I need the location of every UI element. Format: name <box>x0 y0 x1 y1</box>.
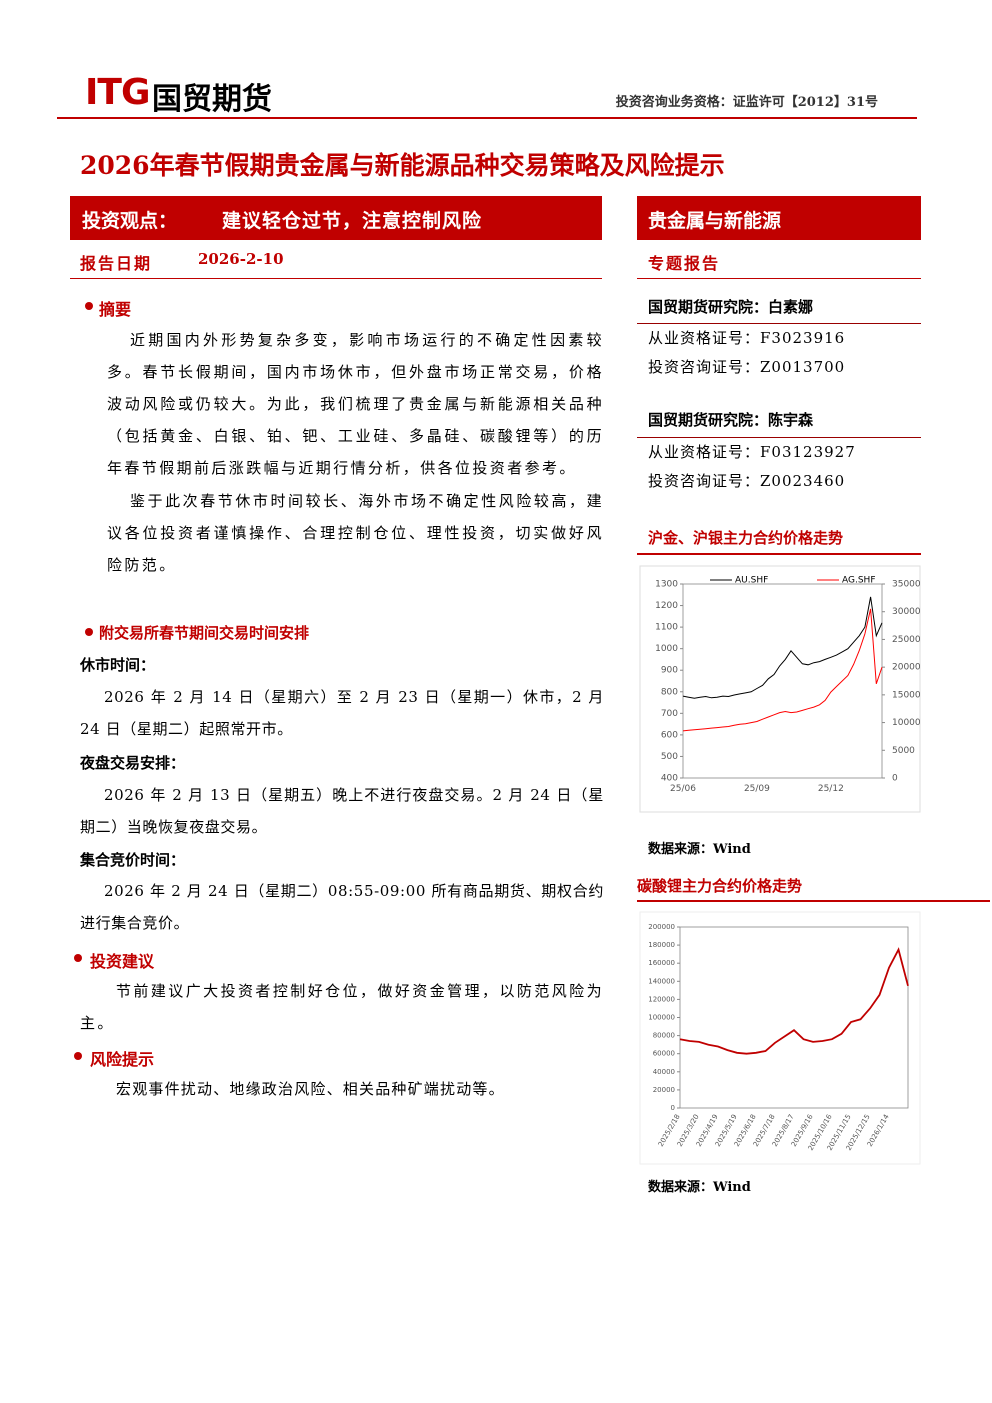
analyst-license: 从业资格证号：F3023916 <box>648 329 846 347</box>
category-box <box>637 196 921 240</box>
paragraph: 近期国内外形势复杂多变，影响市场运行的不确定性因素较多。春节长假期间，国内市场休… <box>107 331 604 477</box>
y-tick-label: 1300 <box>655 580 678 590</box>
y-tick-label: 900 <box>661 666 678 676</box>
y-tick-label: 1100 <box>655 623 678 633</box>
header-rule <box>57 117 917 119</box>
plot-frame <box>682 583 883 779</box>
y-tick-label: 100000 <box>648 1014 675 1022</box>
x-tick-label: 25/06 <box>670 784 696 794</box>
y-tick-label: 40000 <box>653 1068 675 1076</box>
y2-tick-label: 25000 <box>892 635 921 645</box>
y-tick-label: 1200 <box>655 601 678 611</box>
y-tick-label: 80000 <box>653 1032 675 1040</box>
section-heading: 投资建议 <box>90 952 155 971</box>
bullet <box>85 628 93 636</box>
chart-frame <box>639 565 921 813</box>
paragraph: 鉴于此次春节休市时间较长、海外市场不确定性风险较高，建议各位投资者谨慎操作、合理… <box>107 492 604 574</box>
viewpoint-label: 投资观点： <box>82 210 178 232</box>
y-tick-label: 400 <box>661 774 678 784</box>
x-tick-label: 25/09 <box>744 784 770 794</box>
rule <box>637 900 990 902</box>
y-tick-label: 160000 <box>648 959 675 967</box>
y2-tick-label: 20000 <box>892 663 921 673</box>
data-line <box>679 947 909 1055</box>
bullet <box>85 302 93 310</box>
item-text: 2026 年 2 月 24 日（星期二）08:55-09:00 所有商品期货、期… <box>80 882 604 932</box>
y-tick-label: 200000 <box>648 923 675 931</box>
y-tick-label: 60000 <box>653 1050 675 1058</box>
report-type: 专题报告 <box>648 254 721 273</box>
plot-frame <box>679 926 909 1109</box>
y2-tick-label: 15000 <box>892 690 921 700</box>
analyst-license: 从业资格证号：F03123927 <box>648 443 856 461</box>
chart-source: 数据来源：Wind <box>648 842 751 857</box>
item-label: 夜盘交易安排： <box>80 754 186 772</box>
y-tick-label: 1000 <box>655 644 678 654</box>
chart-title: 沪金、沪银主力合约价格走势 <box>648 529 844 547</box>
y-tick-label: 140000 <box>648 977 675 985</box>
y2-tick-label: 30000 <box>892 607 921 617</box>
rule <box>637 323 921 324</box>
data-line <box>682 608 883 732</box>
y2-tick-label: 5000 <box>892 746 915 756</box>
section-heading: 摘要 <box>99 300 132 319</box>
y-tick-label: 20000 <box>653 1086 675 1094</box>
report-date-label: 报告日期 <box>80 254 153 273</box>
y-tick-label: 0 <box>671 1104 675 1112</box>
legend-label: AG.SHF <box>842 576 876 586</box>
section-heading: 风险提示 <box>90 1050 155 1069</box>
logo-name: 国贸期货 <box>152 82 272 117</box>
y2-tick-label: 35000 <box>892 580 921 590</box>
y2-tick-label: 0 <box>892 774 898 784</box>
chart-source: 数据来源：Wind <box>648 1180 751 1195</box>
logo-mark: ITG <box>85 72 150 113</box>
chart-title: 碳酸锂主力合约价格走势 <box>637 877 803 895</box>
y-tick-label: 120000 <box>648 995 675 1003</box>
y-tick-label: 180000 <box>648 941 675 949</box>
rule <box>70 278 602 279</box>
bullet <box>74 954 82 962</box>
section-heading: 附交易所春节期间交易时间安排 <box>99 624 310 642</box>
paragraph: 节前建议广大投资者控制好仓位，做好资金管理，以防范风险为主。 <box>80 982 604 1032</box>
analyst-name: 国贸期货研究院：陈宇森 <box>648 411 814 429</box>
bullet <box>74 1052 82 1060</box>
x-tick-label: 25/12 <box>818 784 844 794</box>
item-text: 2026 年 2 月 13 日（星期五）晚上不进行夜盘交易。2 月 24 日（星… <box>80 786 604 836</box>
paragraph: 宏观事件扰动、地缘政治风险、相关品种矿端扰动等。 <box>116 1080 505 1098</box>
item-label: 休市时间： <box>80 656 156 674</box>
item-label: 集合竞价时间： <box>80 851 186 869</box>
y-tick-label: 800 <box>661 687 678 697</box>
rule <box>637 553 921 555</box>
analyst-name: 国贸期货研究院：白素娜 <box>648 298 814 316</box>
y-tick-label: 500 <box>661 752 678 762</box>
legend-label: AU.SHF <box>735 576 768 586</box>
qualification: 投资咨询业务资格：证监许可【2012】31号 <box>615 95 878 110</box>
y-tick-label: 700 <box>661 709 678 719</box>
report-date: 2026-2-10 <box>198 250 284 268</box>
data-line <box>682 596 883 699</box>
category: 贵金属与新能源 <box>648 210 782 232</box>
y2-tick-label: 10000 <box>892 718 921 728</box>
rule <box>637 278 921 279</box>
y-tick-label: 600 <box>661 730 678 740</box>
analyst-consult: 投资咨询证号：Z0023460 <box>648 472 846 490</box>
item-text: 2026 年 2 月 14 日（星期六）至 2 月 23 日（星期一）休市，2 … <box>80 688 604 738</box>
rule <box>637 437 921 438</box>
viewpoint-box <box>70 196 602 240</box>
chart-frame <box>639 911 921 1165</box>
analyst-consult: 投资咨询证号：Z0013700 <box>648 358 846 376</box>
title: 2026年春节假期贵金属与新能源品种交易策略及风险提示 <box>80 151 725 180</box>
viewpoint-text: 建议轻仓过节，注意控制风险 <box>222 210 483 232</box>
